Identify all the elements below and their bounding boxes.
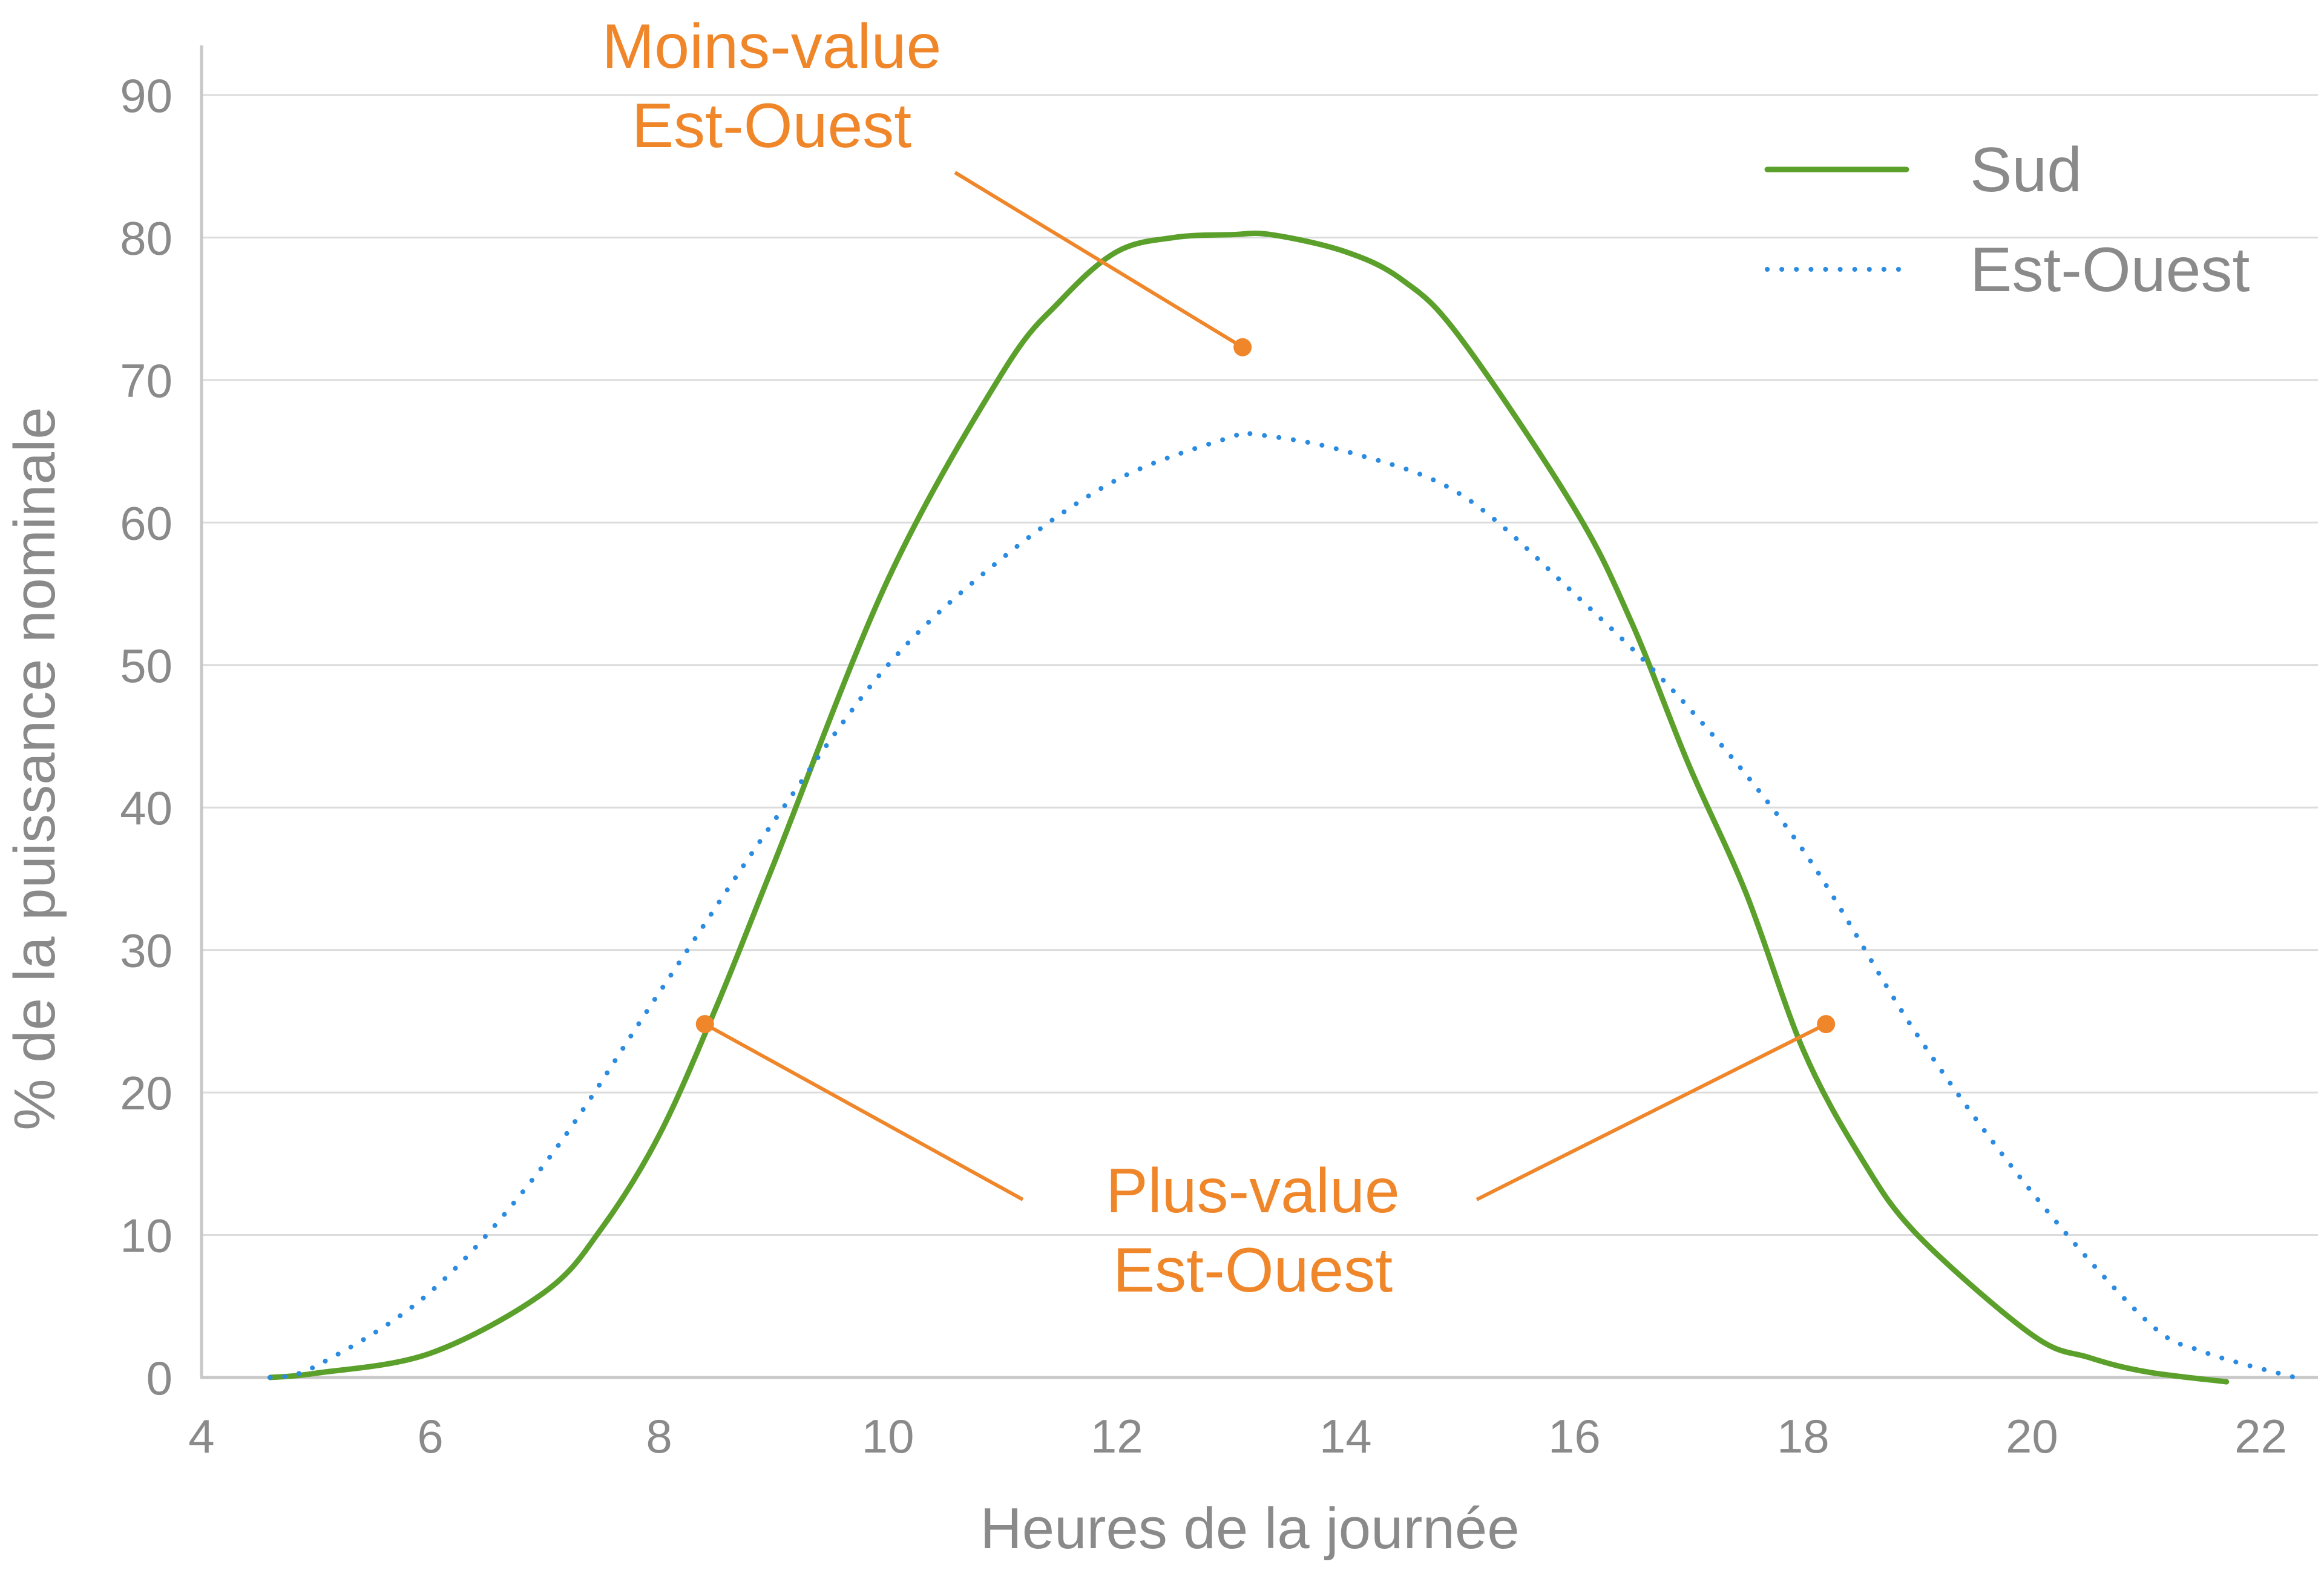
x-tick-labels: 4 6 8 10 12 14 16 18 20 22	[188, 1410, 2287, 1463]
annotation-pointer-dot	[695, 1015, 714, 1034]
x-tick-label: 18	[1777, 1410, 1830, 1463]
annotation-leader-line	[1475, 1022, 1827, 1201]
x-tick-label: 14	[1319, 1410, 1372, 1463]
annotation-text: Est-Ouest	[632, 91, 911, 161]
y-tick-label: 90	[120, 69, 172, 122]
y-tick-label: 70	[120, 354, 172, 407]
axes	[200, 45, 2318, 1379]
y-tick-label: 20	[120, 1066, 172, 1120]
annotation-text: Est-Ouest	[1113, 1235, 1393, 1305]
series-lines	[267, 230, 2298, 1385]
x-tick-label: 8	[646, 1410, 672, 1463]
legend: Sud Est-Ouest	[1764, 135, 2250, 305]
x-axis-title: Heures de la journée	[980, 1496, 1519, 1561]
y-tick-labels: 0 10 20 30 40 50 60 70 80 90	[120, 69, 172, 1405]
annotation-text: Plus-value	[1106, 1156, 1400, 1226]
y-axis-title: % de la puissance nominale	[2, 407, 67, 1130]
x-tick-label: 6	[417, 1410, 443, 1463]
legend-label-sud: Sud	[1970, 135, 2082, 205]
annotation-pointer-dot	[1233, 338, 1252, 356]
y-tick-label: 10	[120, 1209, 172, 1262]
annotations: Moins-value Est-Ouest Plus-value Est-Ouest	[602, 11, 1836, 1305]
annotation-leader-line	[954, 171, 1244, 349]
y-tick-label: 30	[120, 924, 172, 977]
y-tick-label: 40	[120, 781, 172, 835]
x-tick-label: 10	[862, 1410, 914, 1463]
legend-label-est-ouest: Est-Ouest	[1970, 235, 2250, 305]
x-tick-label: 22	[2234, 1410, 2287, 1463]
x-tick-label: 16	[1548, 1410, 1601, 1463]
y-tick-label: 0	[146, 1351, 172, 1405]
y-tick-label: 50	[120, 639, 172, 692]
series-line-est-ouest	[268, 429, 2298, 1380]
annotation-leader-line	[704, 1022, 1024, 1201]
y-tick-label: 80	[120, 211, 172, 264]
y-tick-label: 60	[120, 496, 172, 550]
series-line-sud	[267, 230, 2230, 1385]
annotation-pointer-dot	[1817, 1015, 1836, 1034]
annotation-text: Moins-value	[602, 11, 942, 82]
x-tick-label: 20	[2006, 1410, 2058, 1463]
x-tick-label: 12	[1091, 1410, 1143, 1463]
grid-lines	[202, 94, 2318, 1236]
x-tick-label: 4	[188, 1410, 214, 1463]
